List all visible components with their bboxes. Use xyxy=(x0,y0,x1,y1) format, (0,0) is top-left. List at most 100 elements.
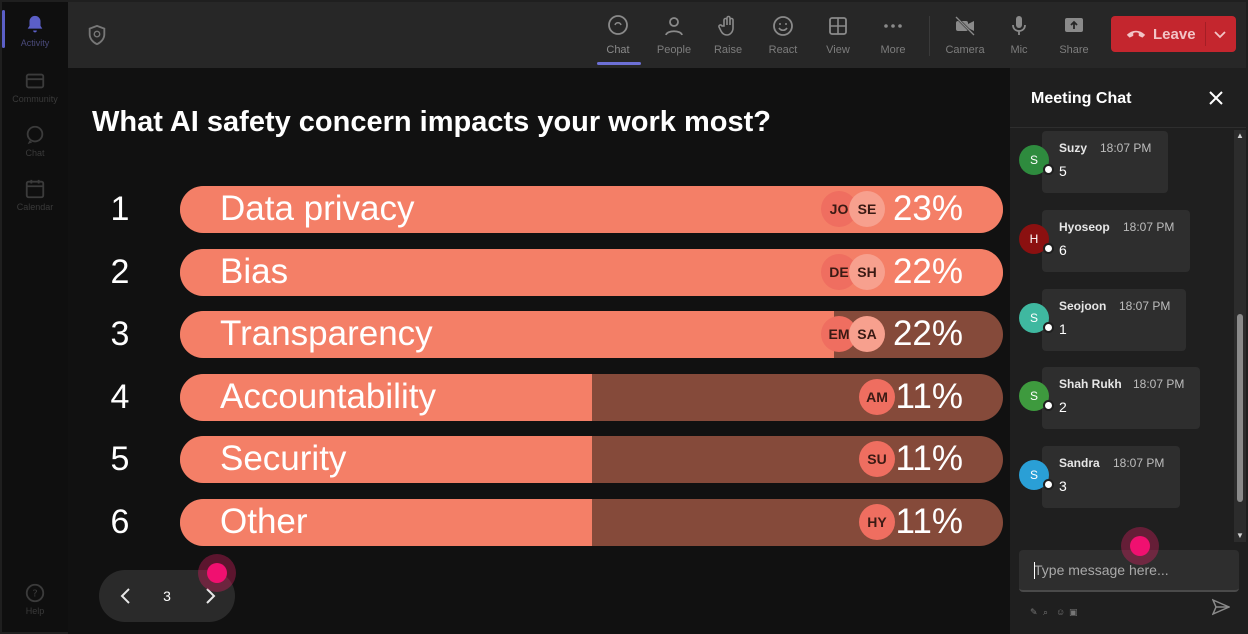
poll-title: What AI safety concern impacts your work… xyxy=(92,106,771,138)
chevron-down-icon[interactable] xyxy=(1213,27,1227,41)
toolbar-chat-button[interactable]: Chat xyxy=(591,10,645,64)
toolbar-share-button[interactable]: Share xyxy=(1047,10,1101,64)
grid-icon xyxy=(829,17,847,35)
poll-option-percent: 11% xyxy=(895,439,963,478)
toolbar-people-button[interactable]: People xyxy=(647,10,701,64)
poll-option-percent: 23% xyxy=(892,189,963,228)
poll-option-row: 6 Other 11% HY xyxy=(68,499,1010,547)
poll-option-rank: 1 xyxy=(110,190,130,228)
gif-icon[interactable]: ▣ xyxy=(1069,607,1078,617)
camera-off-icon xyxy=(955,16,975,36)
message-time: 18:07 PM xyxy=(1113,456,1165,470)
toolbar-button-label: Share xyxy=(1059,44,1089,56)
toolbar-button-label: Raise xyxy=(713,44,743,56)
poll-option-rank: 6 xyxy=(110,503,130,541)
people-icon xyxy=(665,17,683,36)
message-time: 18:07 PM xyxy=(1119,299,1171,313)
toolbar-mic-button[interactable]: Mic xyxy=(992,10,1046,64)
leave-divider xyxy=(1205,22,1206,46)
poll-option-percent: 22% xyxy=(892,252,963,291)
meeting-chat-panel: Meeting Chat Suzy 18:07 PM 5 S Hyoseop 18:07 … xyxy=(1010,68,1246,634)
chevron-left-icon[interactable] xyxy=(115,585,137,607)
rail-item-calendar[interactable]: Calendar xyxy=(2,170,68,222)
community-icon xyxy=(25,73,45,89)
scroll-up-icon[interactable]: ▲ xyxy=(1236,131,1244,140)
text-caret xyxy=(1034,562,1035,579)
poll-option-bar: Data privacy 23% JO SE xyxy=(180,186,1003,233)
toolbar-raise-button[interactable]: Raise xyxy=(701,10,755,64)
poll-option-fill xyxy=(180,499,592,546)
rail-item-help[interactable]: ? Help xyxy=(2,574,68,626)
poll-option-label: Security xyxy=(220,439,347,478)
poll-option-row: 3 Transparency 22% EM SA xyxy=(68,311,1010,359)
chat-message: Seojoon 18:07 PM 1 S xyxy=(1010,289,1234,353)
rail-item-community[interactable]: Community xyxy=(2,62,68,114)
close-icon[interactable] xyxy=(1208,90,1224,106)
poll-option-percent: 11% xyxy=(895,502,963,541)
poll-option-percent: 22% xyxy=(892,314,963,353)
message-bubble: Sandra 18:07 PM 3 xyxy=(1042,446,1180,508)
toolbar-button-label: Mic xyxy=(1010,44,1028,56)
voter-avatar: SA xyxy=(849,316,885,352)
chat-icon xyxy=(608,15,628,35)
poll-option-label: Other xyxy=(220,502,308,541)
chevron-right-icon[interactable] xyxy=(199,585,221,607)
share-icon xyxy=(1065,18,1083,32)
poll-option-label: Accountability xyxy=(220,377,436,416)
toolbar-view-button[interactable]: View xyxy=(811,10,865,64)
chat-message: Suzy 18:07 PM 5 S xyxy=(1010,131,1234,195)
pointer-highlight xyxy=(198,554,236,592)
mic-icon xyxy=(1012,16,1026,35)
svg-text:?: ? xyxy=(32,589,37,600)
toolbar-separator xyxy=(929,16,930,56)
chat-title: Meeting Chat xyxy=(1031,90,1132,107)
hand-icon xyxy=(718,15,734,36)
toolbar-react-button[interactable]: React xyxy=(756,10,810,64)
active-tab-indicator xyxy=(597,62,641,65)
voter-avatar: JO xyxy=(821,191,857,227)
scrollbar-thumb[interactable] xyxy=(1237,314,1243,502)
poll-option-row: 1 Data privacy 23% JO SE xyxy=(68,186,1010,234)
send-icon[interactable] xyxy=(1212,598,1230,616)
chat-scrollbar[interactable]: ▲ ▼ xyxy=(1234,130,1246,542)
leave-button[interactable]: Leave xyxy=(1111,16,1236,52)
toolbar-button-label: View xyxy=(826,44,850,56)
rail-item-label: Help xyxy=(25,606,45,616)
toolbar-camera-button[interactable]: Camera xyxy=(938,10,992,64)
poll-option-label: Data privacy xyxy=(220,189,415,228)
meeting-toolbar: Chat People Raise React View More Camera xyxy=(68,2,1246,68)
shield-icon[interactable] xyxy=(86,24,108,46)
poll-option-fill xyxy=(180,311,834,358)
scroll-down-icon[interactable]: ▼ xyxy=(1236,531,1244,540)
rail-item-label: Activity xyxy=(20,38,50,48)
hang-up-icon xyxy=(1126,30,1146,38)
toolbar-button-label: Chat xyxy=(606,44,630,56)
poll-option-fill xyxy=(180,374,592,421)
presence-status-icon xyxy=(1043,322,1054,333)
chat-message: Hyoseop 18:07 PM 6 H xyxy=(1010,210,1234,274)
emoji-icon[interactable]: ☺ xyxy=(1056,607,1066,617)
message-bubble: Suzy 18:07 PM 5 xyxy=(1042,131,1168,193)
bell-icon xyxy=(27,15,43,33)
presence-status-icon xyxy=(1043,164,1054,175)
toolbar-button-label: More xyxy=(880,44,906,56)
chat-message: Sandra 18:07 PM 3 S xyxy=(1010,446,1234,510)
format-icon[interactable]: ✎ xyxy=(1030,607,1038,617)
poll-option-row: 4 Accountability 11% AM xyxy=(68,374,1010,422)
toolbar-button-label: Camera xyxy=(945,44,985,56)
voter-avatar: SU xyxy=(859,441,895,477)
poll-option-bar: Accountability 11% AM xyxy=(180,374,1003,421)
message-input[interactable] xyxy=(1019,550,1239,590)
message-time: 18:07 PM xyxy=(1123,220,1175,234)
poll-option-bar: Transparency 22% EM SA xyxy=(180,311,1003,358)
rail-item-chat[interactable]: Chat xyxy=(2,116,68,168)
message-bubble: Hyoseop 18:07 PM 6 xyxy=(1042,210,1190,272)
message-author: Hyoseop xyxy=(1059,220,1110,234)
message-author: Sandra xyxy=(1059,456,1100,470)
toolbar-more-button[interactable]: More xyxy=(866,10,920,64)
poll-option-bar: Other 11% HY xyxy=(180,499,1003,546)
rail-item-activity[interactable]: Activity xyxy=(2,6,68,58)
attach-icon[interactable]: ⌕ xyxy=(1043,607,1049,617)
avatar[interactable]: S xyxy=(1019,460,1049,490)
